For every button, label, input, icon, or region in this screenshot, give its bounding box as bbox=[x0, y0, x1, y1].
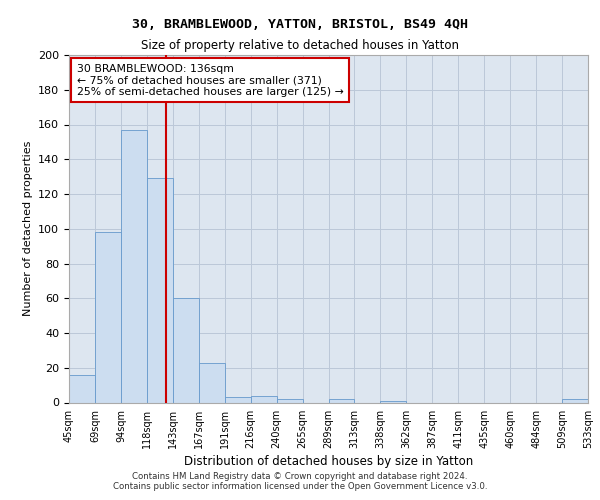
Bar bbox=[147, 178, 173, 402]
Bar bbox=[121, 130, 147, 402]
Text: Contains HM Land Registry data © Crown copyright and database right 2024.: Contains HM Land Registry data © Crown c… bbox=[132, 472, 468, 481]
Bar bbox=[69, 374, 95, 402]
X-axis label: Distribution of detached houses by size in Yatton: Distribution of detached houses by size … bbox=[184, 455, 473, 468]
Text: 30 BRAMBLEWOOD: 136sqm
← 75% of detached houses are smaller (371)
25% of semi-de: 30 BRAMBLEWOOD: 136sqm ← 75% of detached… bbox=[77, 64, 344, 97]
Y-axis label: Number of detached properties: Number of detached properties bbox=[23, 141, 32, 316]
Bar bbox=[562, 399, 588, 402]
Bar bbox=[173, 298, 199, 403]
Bar bbox=[251, 396, 277, 402]
Bar bbox=[329, 399, 355, 402]
Bar bbox=[199, 362, 224, 403]
Text: Contains public sector information licensed under the Open Government Licence v3: Contains public sector information licen… bbox=[113, 482, 487, 491]
Bar bbox=[380, 401, 406, 402]
Text: 30, BRAMBLEWOOD, YATTON, BRISTOL, BS49 4QH: 30, BRAMBLEWOOD, YATTON, BRISTOL, BS49 4… bbox=[132, 18, 468, 30]
Bar bbox=[95, 232, 121, 402]
Text: Size of property relative to detached houses in Yatton: Size of property relative to detached ho… bbox=[141, 38, 459, 52]
Bar bbox=[225, 398, 251, 402]
Bar bbox=[277, 399, 302, 402]
